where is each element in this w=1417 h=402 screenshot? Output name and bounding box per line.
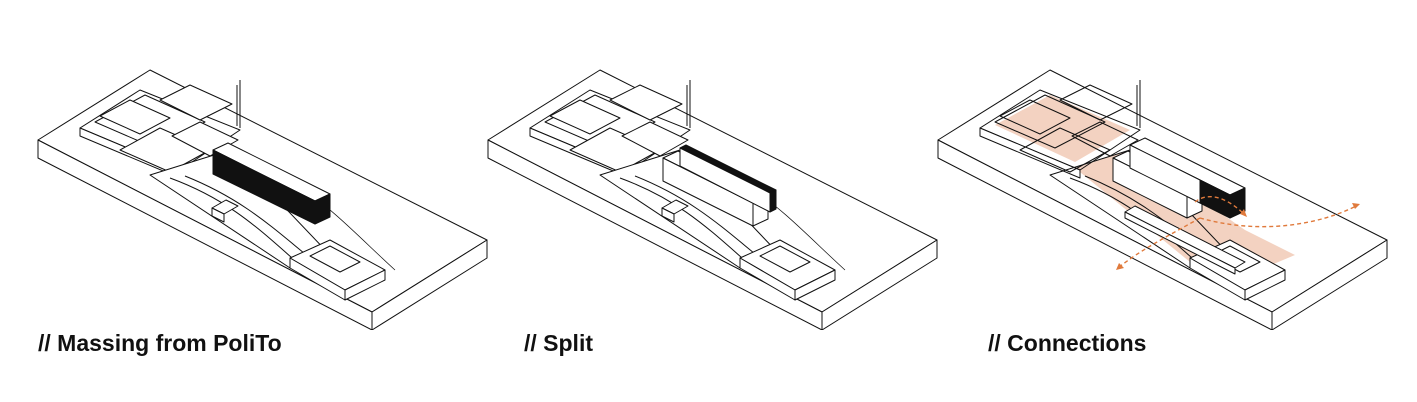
panel-connections xyxy=(900,0,1417,330)
massing-volume-side xyxy=(314,193,331,225)
site-slab-front xyxy=(487,139,823,330)
caption-split: // Split xyxy=(524,330,593,356)
site-slab-front xyxy=(37,139,373,330)
massing-diagram xyxy=(37,69,488,330)
connections-diagram xyxy=(937,69,1388,330)
arrowhead-loop xyxy=(1240,209,1247,217)
panel-split xyxy=(450,0,940,330)
split-diagram xyxy=(487,69,938,330)
split-volume-b-side xyxy=(769,189,777,213)
connection-arrow-loop xyxy=(1194,196,1246,216)
panel-massing xyxy=(0,0,490,330)
caption-massing: // Massing from PoliTo xyxy=(38,330,282,356)
split-volume-b-side xyxy=(1229,187,1246,219)
connection-zone-building xyxy=(995,95,1130,162)
site-slab-side xyxy=(1271,239,1388,330)
connection-arrow-southwest xyxy=(1117,217,1201,269)
arrowhead-east xyxy=(1352,203,1360,209)
split-volume-b-front xyxy=(1129,144,1201,204)
site-slab-side xyxy=(821,239,938,330)
site-slab-side xyxy=(371,239,488,330)
site-slab-front xyxy=(937,139,1273,330)
caption-connections: // Connections xyxy=(988,330,1147,356)
arrowhead-southwest xyxy=(1116,263,1124,270)
connection-arrow-east xyxy=(1199,204,1359,228)
